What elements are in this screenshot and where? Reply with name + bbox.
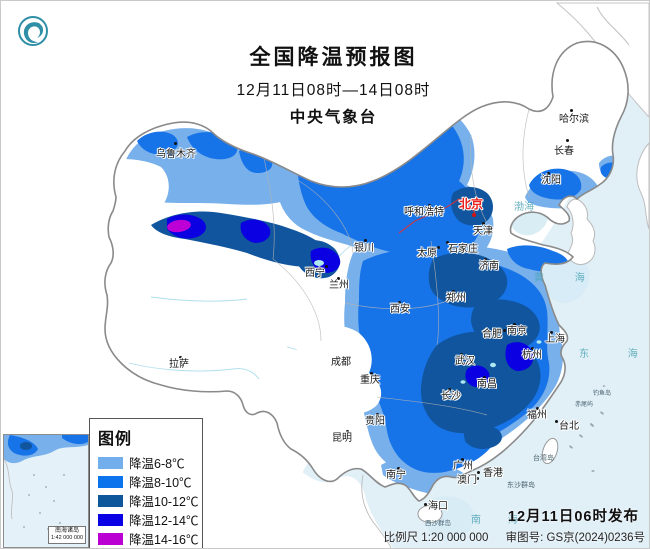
hainan-island: [417, 505, 443, 523]
label-xisha-islands: 西沙群岛: [425, 520, 451, 527]
city-dot: [451, 289, 455, 293]
city-dot: [178, 355, 182, 359]
city-dot: [336, 276, 340, 280]
legend-row: 降温8-10℃: [98, 472, 194, 491]
legend-row: 降温10-12℃: [98, 491, 198, 510]
ne-foreign-coast: [596, 6, 630, 46]
city-dot: [460, 457, 464, 461]
city-dot: [396, 466, 400, 470]
city-dot: [475, 476, 479, 480]
city-dot: [345, 429, 349, 433]
china-outline: [104, 40, 629, 502]
city-dot: [423, 502, 427, 506]
inset-map-svg: [3, 435, 88, 530]
city-dot: [482, 375, 486, 379]
city-dot: [324, 264, 328, 268]
sea-label-east-sea: 东 海: [579, 349, 650, 360]
sea-label-south-sea: 南 海: [471, 515, 530, 526]
city-dot: [363, 238, 367, 242]
label-taiwan-island: 台湾岛: [533, 455, 554, 462]
label-dongsha-islands: 东沙群岛: [507, 482, 535, 489]
title-block: 全国降温预报图 12月11日08时—14日08时 中央气象台: [161, 41, 506, 127]
map-meta-row: 比例尺 1:20 000 000 审图号: GS京(2024)0236号: [384, 529, 645, 545]
city-dot: [546, 171, 550, 175]
map-title: 全国降温预报图: [249, 46, 418, 69]
map-approval-number: 审图号: GS京(2024)0236号: [505, 532, 645, 544]
capital-dot: [472, 213, 476, 217]
city-dot: [549, 330, 553, 334]
legend-swatch-12-14: [98, 513, 123, 526]
city-dot: [447, 387, 451, 391]
city-dot: [481, 221, 485, 225]
legend-box: 图例 降温6-8℃ 降温8-10℃ 降温10-12℃ 降温12-14℃ 降温14…: [89, 418, 203, 548]
city-dot: [565, 138, 569, 142]
city-dot: [369, 371, 373, 375]
legend-title: 图例: [98, 431, 133, 448]
inset-scale: 1:42 000 000: [50, 535, 84, 541]
sea-label-bohai: 渤海: [514, 202, 534, 213]
region-14-16: [167, 219, 191, 233]
inset-label: 南海诸岛: [54, 528, 79, 534]
city-dot: [512, 322, 516, 326]
province-borders: [262, 108, 530, 416]
vietnam-land: [301, 471, 393, 548]
inset-label-box: 南海诸岛 1:42 000 000: [48, 526, 86, 544]
city-dot: [530, 346, 534, 350]
city-dot: [445, 240, 449, 244]
city-dot: [554, 419, 558, 423]
korea-peninsula: [566, 198, 596, 266]
city-dot: [502, 328, 506, 332]
city-dot: [375, 412, 379, 416]
city-dot: [476, 470, 480, 474]
agency-name: 中央气象台: [289, 109, 378, 126]
great-wall-line: [398, 198, 476, 234]
city-dot: [535, 406, 539, 410]
city-dot: [397, 300, 401, 304]
forecast-period: 12月11日08时—14日08时: [236, 82, 431, 99]
city-dot: [569, 108, 573, 112]
legend-swatch-14-16: [98, 532, 123, 545]
city-dot: [483, 257, 487, 261]
south-china-sea-inset: 南海诸岛 1:42 000 000: [3, 434, 89, 548]
map-scale: 比例尺 1:20 000 000: [383, 532, 489, 544]
legend-swatch-6-8: [98, 456, 123, 469]
issue-time: 12月11日06时发布: [507, 509, 639, 525]
label-diaoyu-island: 钓鱼岛: [593, 391, 612, 397]
label-chiwei-islet: 赤尾屿: [575, 402, 594, 408]
cma-logo-icon: [18, 16, 48, 46]
japan-coast: [636, 142, 649, 230]
sea-label-yellow-sea: 黄 海: [534, 273, 599, 284]
vietnam-coastline: [361, 474, 392, 548]
legend-swatch-10-12: [98, 494, 123, 507]
city-dot: [436, 245, 440, 249]
legend-row: 降温6-8℃: [98, 453, 194, 472]
ryukyu-islands: [569, 385, 606, 472]
city-dot: [427, 203, 431, 207]
taiwan-island: [541, 437, 559, 465]
legend-row: 降温14-16℃: [98, 529, 198, 548]
city-dot: [173, 141, 177, 145]
city-dot: [347, 355, 351, 359]
legend-row: 降温12-14℃: [98, 510, 198, 529]
city-dot: [459, 352, 463, 356]
lakes: [314, 260, 542, 384]
legend-swatch-8-10: [98, 475, 123, 488]
